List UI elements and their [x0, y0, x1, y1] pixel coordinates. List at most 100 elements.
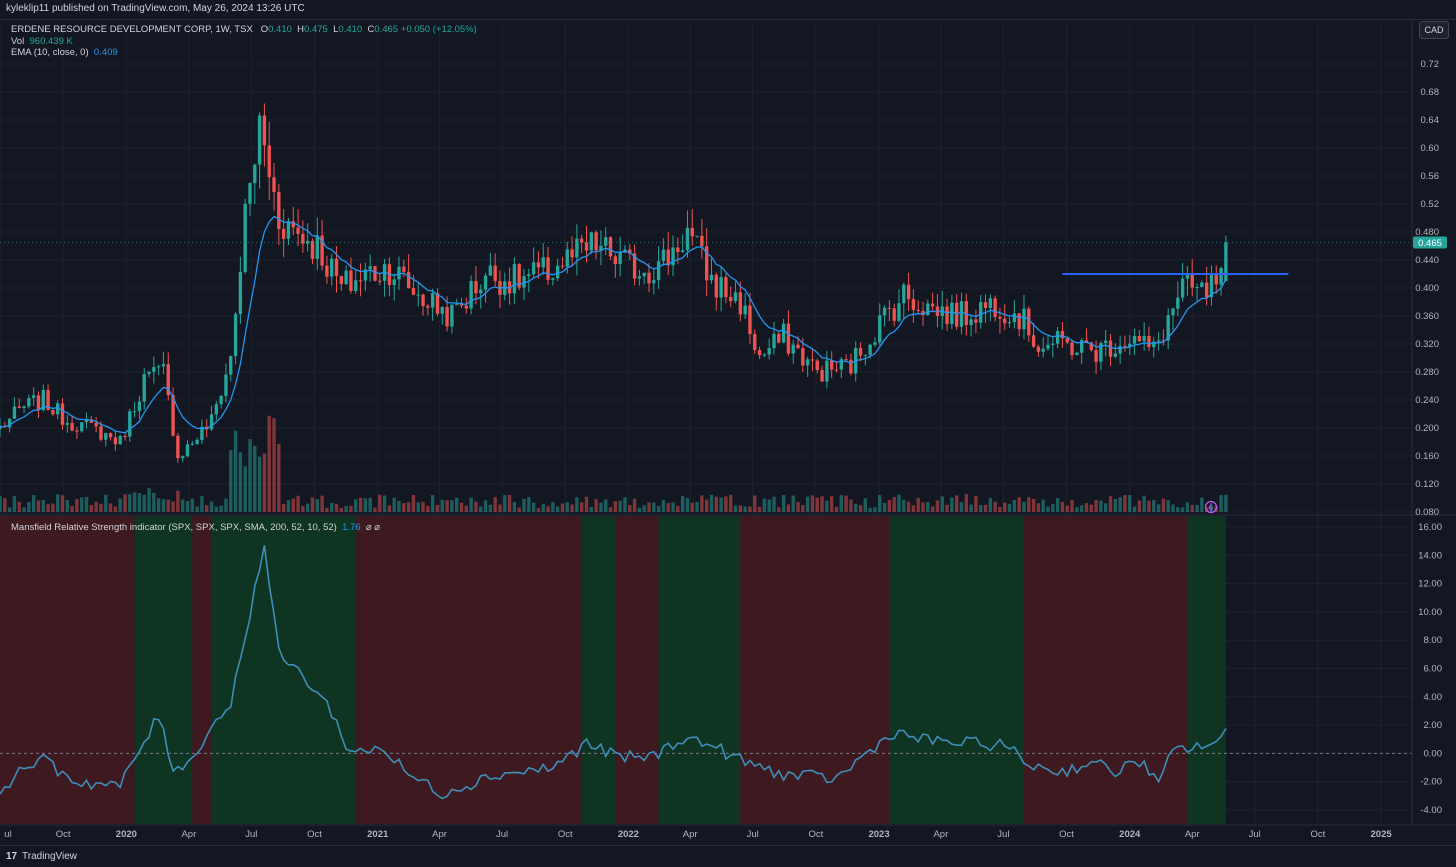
ema-legend[interactable]: EMA (10, close, 0) 0.409: [11, 47, 118, 58]
rs-line: [0, 545, 1227, 800]
symbol-title[interactable]: ERDENE RESOURCE DEVELOPMENT CORP, 1W, TS…: [11, 24, 253, 35]
candle-body: [334, 258, 339, 277]
price-legend[interactable]: ERDENE RESOURCE DEVELOPMENT CORP, 1W, TS…: [11, 24, 477, 35]
volume-bar: [334, 503, 339, 512]
volume-legend[interactable]: Vol 960.439 K: [11, 36, 73, 47]
candle-body: [642, 272, 646, 277]
candle-body: [700, 235, 704, 247]
volume-bar: [1041, 499, 1045, 512]
lightning-icon[interactable]: [1204, 500, 1218, 514]
volume-bar: [834, 506, 839, 512]
candle-body: [671, 247, 675, 266]
candle-body: [1171, 308, 1175, 316]
volume-bar: [608, 507, 613, 512]
candle-body: [580, 238, 584, 243]
volume-bar: [358, 497, 363, 512]
footer: 17 TradingView: [0, 845, 1456, 867]
volume-bar: [892, 497, 896, 512]
time-tick-label: Jul: [997, 829, 1009, 840]
volume-bar: [123, 494, 127, 512]
candle-body: [656, 261, 661, 281]
volume-bar: [1099, 500, 1103, 512]
volume-bar: [31, 495, 36, 512]
candle-body: [623, 249, 627, 253]
volume-bar: [248, 439, 252, 512]
rs-zone-green: [581, 516, 616, 824]
candle-body: [608, 237, 613, 257]
volume-bar: [1022, 501, 1026, 512]
candle-body: [286, 221, 291, 239]
candle-body: [397, 266, 401, 280]
candle-body: [229, 356, 233, 375]
volume-bar: [1180, 507, 1185, 512]
time-tick-label: 2021: [367, 829, 389, 840]
volume-bar: [628, 505, 632, 512]
volume-bar: [310, 497, 315, 512]
rs-tick-label: 6.00: [1424, 664, 1443, 675]
volume-bar: [464, 505, 468, 512]
candle-body: [1224, 242, 1228, 281]
rs-zone-red: [615, 516, 659, 824]
resistance-line[interactable]: [0, 242, 1412, 275]
candle-body: [892, 308, 896, 321]
volume-bar: [397, 500, 401, 512]
volume-bar: [959, 502, 964, 512]
price-tick-label: 0.320: [1415, 339, 1439, 350]
candle-body: [815, 360, 819, 370]
candle-body: [7, 418, 12, 428]
rs-tick-label: -2.00: [1420, 777, 1442, 788]
volume-bar: [7, 507, 12, 512]
volume-bar: [349, 505, 353, 512]
candle-body: [301, 233, 305, 244]
candle-body: [594, 232, 598, 251]
publish-info: kyleklip11 published on TradingView.com,…: [6, 3, 305, 14]
price-tick-label: 0.60: [1421, 143, 1440, 154]
candle-body: [1060, 331, 1065, 339]
candle-body: [724, 277, 728, 297]
candle-body: [570, 249, 574, 258]
volume-bar: [330, 502, 334, 512]
candle-body: [1055, 331, 1060, 344]
ema-series: [0, 215, 1227, 434]
candle-body: [618, 252, 622, 265]
time-tick-label: 2024: [1119, 829, 1141, 840]
volume-bar: [1161, 498, 1166, 512]
volume-bar: [1156, 504, 1161, 512]
candle-body: [522, 276, 526, 288]
candle-body: [171, 395, 175, 436]
volume-bar: [599, 502, 603, 512]
candle-body: [921, 310, 925, 316]
volume-bar: [671, 502, 675, 512]
rs-zone-green: [134, 516, 193, 824]
rs-tick-label: 4.00: [1424, 692, 1443, 703]
candle-body: [493, 265, 497, 282]
indicator-legend[interactable]: Mansfield Relative Strength indicator (S…: [11, 522, 380, 533]
volume-bar: [99, 503, 103, 512]
candle-body: [743, 305, 747, 315]
volume-bar: [604, 499, 608, 512]
candle-body: [993, 298, 997, 317]
candle-body: [805, 359, 810, 366]
candle-body: [705, 246, 709, 281]
volume-bar: [613, 501, 618, 512]
candle-body: [358, 280, 363, 282]
volume-bar: [1065, 505, 1069, 512]
volume-bar: [291, 498, 295, 512]
volume-bar: [190, 498, 194, 512]
candle-body: [1176, 297, 1180, 309]
volume-bar: [1108, 496, 1113, 512]
volume-bar: [320, 495, 324, 512]
volume-bar: [17, 501, 21, 512]
candle-body: [772, 333, 776, 349]
time-tick-label: Apr: [432, 829, 447, 840]
volume-bar: [527, 497, 531, 512]
volume-bar: [392, 497, 396, 512]
candle-body: [829, 360, 834, 370]
candlesticks: [0, 103, 1228, 463]
volume-bar: [536, 507, 541, 512]
currency-button[interactable]: CAD: [1419, 21, 1449, 39]
volume-bar: [445, 500, 449, 512]
volume-bar: [214, 506, 219, 512]
candle-body: [36, 395, 41, 411]
